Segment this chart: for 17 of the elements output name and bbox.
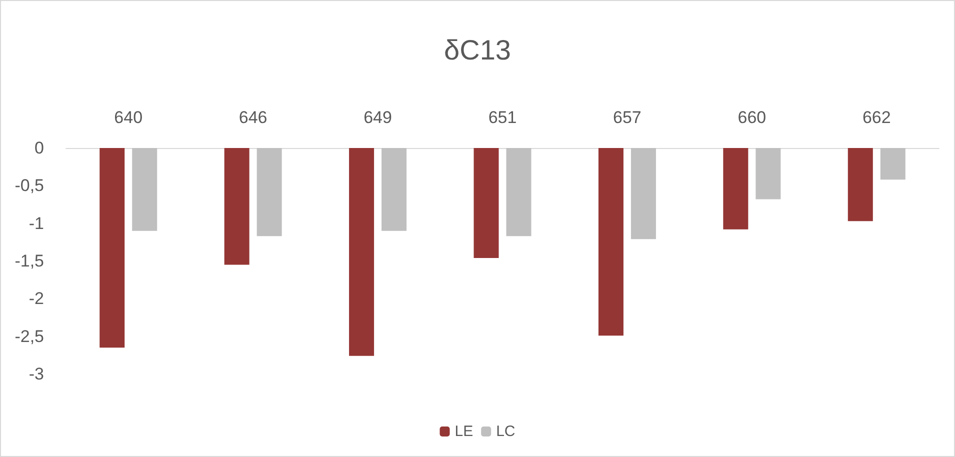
x-tick-label: 640 [114, 108, 143, 127]
y-tick-label: -1 [28, 214, 44, 233]
y-tick-label: -0,5 [14, 176, 44, 196]
x-tick-label: 649 [364, 108, 392, 127]
y-tick-label: -2,5 [14, 326, 44, 346]
chart-title: δC13 [444, 34, 511, 66]
x-tick-label: 660 [738, 108, 766, 127]
x-tick-label: 657 [613, 108, 642, 127]
x-tick-label: 646 [238, 108, 268, 127]
y-tick-label: -3 [28, 364, 44, 384]
y-tick-label: -1,5 [14, 252, 44, 270]
y-tick-label: -2 [28, 289, 44, 308]
x-tick-label: 662 [862, 108, 891, 127]
legend-label: LC [496, 423, 516, 440]
legend-label: LE [454, 423, 474, 440]
x-tick-label: 651 [488, 108, 517, 127]
y-tick-label: 0 [34, 138, 44, 158]
